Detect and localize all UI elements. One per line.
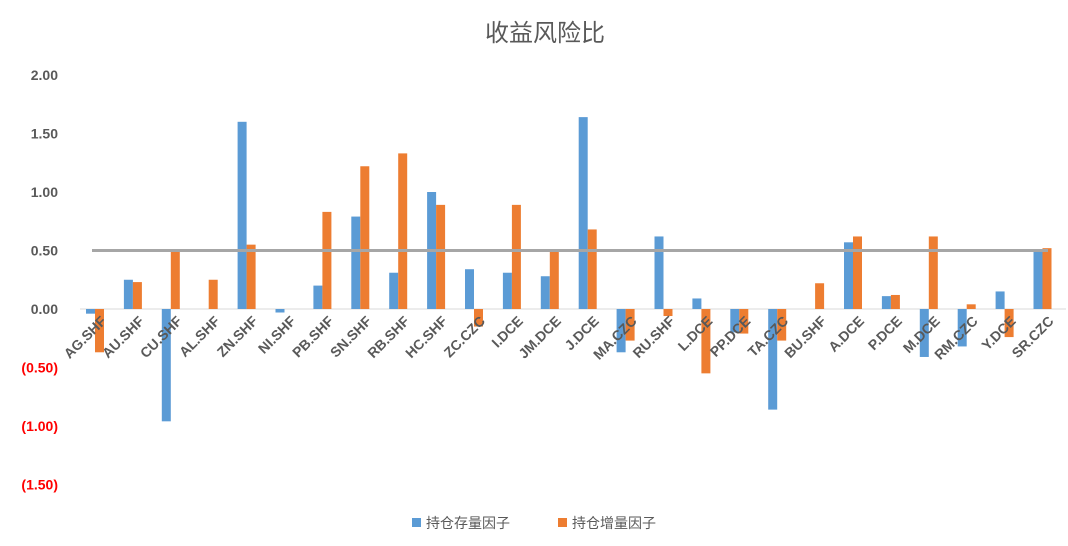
legend: 持仓存量因子 持仓增量因子 [412, 516, 656, 532]
bar-increment-pb-shf [322, 211, 332, 309]
bar-increment-ag-shf [95, 309, 104, 353]
x-tick-label: RU.SHF [629, 313, 677, 361]
x-tick-label: AL.SHF [176, 312, 223, 359]
bar-increment-ma-czc [625, 309, 635, 341]
bar-stock-pb-shf [313, 285, 323, 309]
bar-increment-al-shf [208, 279, 218, 309]
x-tick-label: ZC.CZC [441, 313, 489, 361]
legend-swatch-series-1 [558, 518, 567, 527]
bar-increment-sr-czc [1042, 248, 1052, 309]
bar-increment-jm-dce [549, 251, 559, 309]
y-tick-label: 0.00 [31, 301, 58, 317]
bar-increment-cu-shf [170, 251, 180, 309]
bar-stock-j-dce [578, 117, 588, 310]
bar-stock-m-dce [919, 309, 929, 357]
x-tick-label: JM.DCE [515, 313, 564, 362]
x-tick-label: ZN.SHF [214, 312, 261, 359]
y-tick-label: (1.00) [21, 418, 58, 434]
bar-increment-p-dce [890, 294, 900, 309]
bar-increment-rm-czc [966, 304, 976, 309]
x-tick-label: HC.SHF [402, 313, 450, 361]
bar-increment-au-shf [132, 282, 142, 309]
x-tick-label: CU.SHF [137, 313, 185, 361]
bar-stock-sr-czc [1033, 251, 1043, 309]
bar-increment-sn-shf [360, 166, 370, 309]
bar-increment-a-dce [853, 236, 862, 309]
bar-stock-ma-czc [616, 309, 626, 353]
bar-stock-ta-czc [768, 309, 778, 410]
bar-increment-hc-shf [436, 204, 446, 309]
bar-stock-sn-shf [351, 216, 361, 309]
x-tick-label: SR.CZC [1008, 313, 1056, 361]
y-tick-label: 1.50 [31, 126, 58, 142]
x-tick-label: P.DCE [865, 313, 905, 353]
legend-label-series-0: 持仓存量因子 [426, 516, 510, 532]
bar-increment-rb-shf [398, 153, 408, 309]
y-tick-label: (0.50) [21, 360, 58, 376]
x-tick-label: PP.DCE [707, 313, 754, 360]
x-tick-label: A.DCE [825, 313, 867, 355]
legend-label-series-1: 持仓增量因子 [572, 516, 656, 532]
bar-stock-rm-czc [957, 309, 967, 347]
chart-title: 收益风险比 [485, 19, 605, 47]
x-axis: AG.SHFAU.SHFCU.SHFAL.SHFZN.SHFNI.SHFPB.S… [60, 312, 1056, 362]
bar-stock-a-dce [844, 242, 853, 309]
bar-stock-zc-czc [465, 269, 474, 309]
legend-swatch-series-0 [412, 518, 421, 527]
bar-stock-jm-dce [540, 276, 550, 309]
bar-stock-zn-shf [237, 121, 247, 309]
bar-increment-m-dce [928, 236, 938, 309]
bar-stock-y-dce [995, 291, 1005, 309]
y-tick-label: 2.00 [31, 67, 58, 83]
bar-stock-pp-dce [730, 309, 740, 333]
bar-stock-ru-shf [654, 236, 664, 309]
y-tick-label: 0.50 [31, 243, 58, 259]
bars [86, 117, 1052, 422]
bar-increment-zc-czc [474, 309, 483, 327]
bar-stock-l-dce [692, 298, 702, 309]
bar-stock-rb-shf [389, 272, 399, 309]
bar-increment-pp-dce [739, 309, 749, 334]
bar-increment-j-dce [587, 229, 597, 309]
bar-increment-ta-czc [777, 309, 787, 341]
bar-stock-p-dce [881, 296, 891, 309]
y-tick-label: (1.50) [21, 477, 58, 493]
bar-stock-i-dce [502, 272, 512, 309]
bar-stock-au-shf [123, 279, 133, 309]
bar-increment-i-dce [511, 204, 521, 309]
bar-stock-ag-shf [86, 309, 95, 314]
bar-increment-y-dce [1004, 309, 1014, 338]
bar-increment-zn-shf [246, 244, 256, 309]
x-tick-label: BU.SHF [781, 313, 829, 361]
bar-increment-bu-shf [815, 283, 825, 309]
bar-stock-cu-shf [161, 309, 171, 422]
bar-stock-ni-shf [275, 309, 285, 313]
bar-increment-l-dce [701, 309, 711, 374]
bar-increment-ru-shf [663, 309, 673, 317]
y-tick-label: 1.00 [31, 184, 58, 200]
